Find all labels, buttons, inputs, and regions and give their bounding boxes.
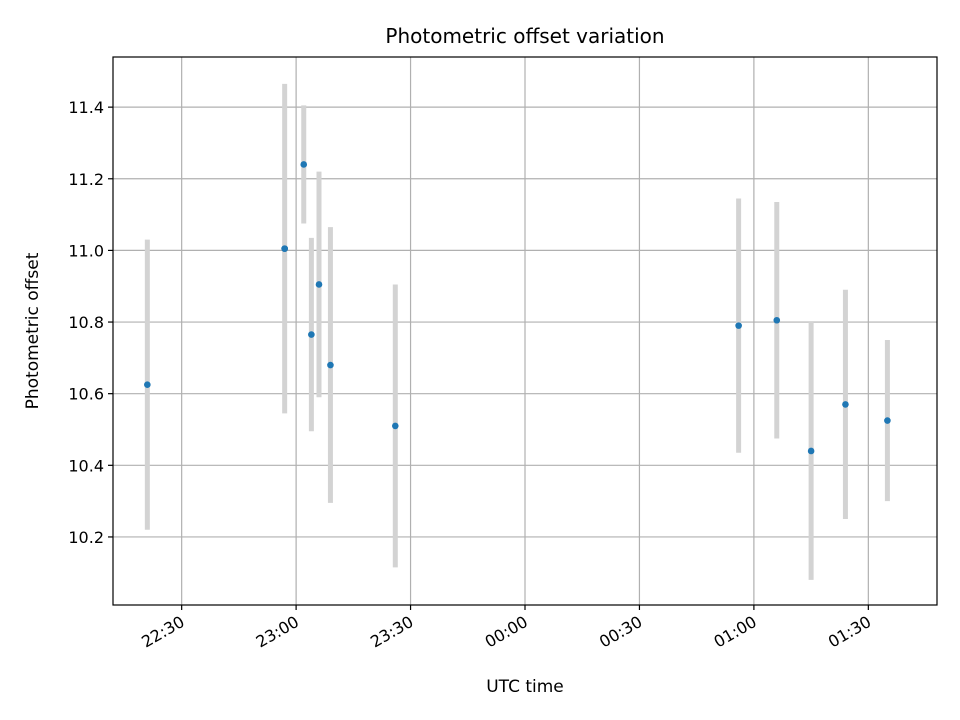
data-point [308, 331, 315, 338]
y-axis-title: Photometric offset [23, 252, 43, 409]
y-tick-label: 10.6 [68, 385, 104, 404]
grid-lines [113, 57, 937, 605]
y-tick-label: 11.2 [68, 170, 104, 189]
x-axis-title: UTC time [486, 677, 564, 697]
chart-title: Photometric offset variation [385, 24, 664, 48]
data-point [327, 361, 334, 369]
y-tick-label: 11.0 [68, 241, 104, 260]
plot-area-frame [112, 56, 938, 606]
data-point [735, 322, 742, 329]
data-point [773, 316, 781, 324]
y-tick-label: 10.8 [68, 313, 104, 332]
data-point [884, 417, 891, 424]
data-points [144, 161, 891, 455]
data-point [300, 161, 308, 168]
data-point [315, 281, 323, 288]
data-point [842, 401, 849, 408]
y-tick-label: 11.4 [68, 98, 104, 117]
data-point [391, 422, 399, 430]
data-point [807, 447, 815, 455]
y-tick-label: 10.2 [68, 528, 104, 547]
data-point [281, 245, 288, 252]
data-point [144, 381, 151, 389]
y-tick-label: 10.4 [68, 456, 104, 475]
